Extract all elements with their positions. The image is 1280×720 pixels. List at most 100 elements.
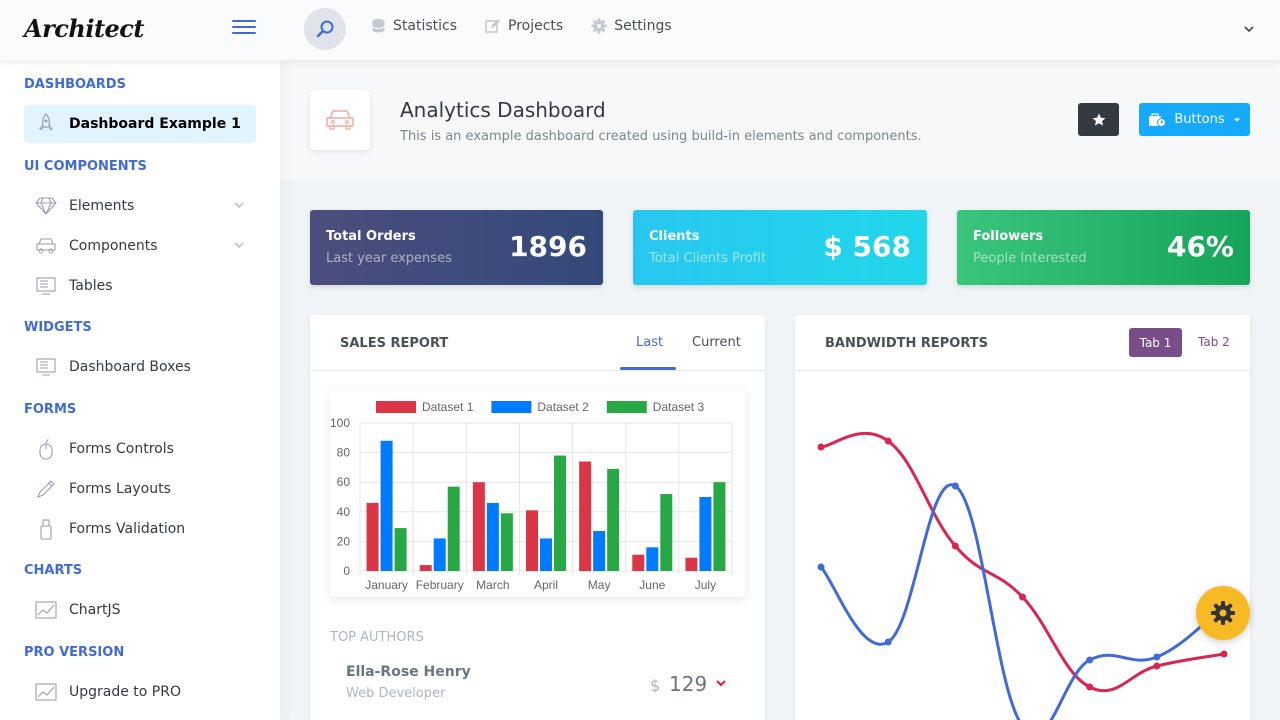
stat-subtitle: Last year expenses bbox=[326, 251, 452, 266]
nav-settings-label: Settings bbox=[614, 18, 672, 34]
chevron-down-icon[interactable] bbox=[1243, 24, 1255, 34]
stat-title: Clients bbox=[649, 229, 700, 244]
sidebar-heading-dashboards: DASHBOARDS bbox=[24, 77, 126, 92]
nav-statistics[interactable]: Statistics bbox=[370, 18, 457, 34]
x-tick-label: January bbox=[365, 578, 408, 592]
bar bbox=[447, 486, 460, 571]
sidebar-item-elements[interactable]: Elements bbox=[24, 187, 256, 225]
stat-value: 46% bbox=[1166, 230, 1234, 263]
sidebar-heading-pro-version: PRO VERSION bbox=[24, 645, 125, 660]
sidebar-item-forms-controls[interactable]: Forms Controls bbox=[24, 430, 256, 468]
bar bbox=[713, 482, 726, 571]
eyedropper-icon bbox=[35, 478, 57, 500]
mouse-icon bbox=[35, 438, 57, 460]
nav-projects[interactable]: Projects bbox=[485, 18, 563, 34]
y-tick-label: 20 bbox=[337, 534, 351, 548]
edit-icon bbox=[485, 18, 501, 34]
sidebar-item-tables[interactable]: Tables bbox=[24, 267, 256, 305]
sales-report-card: SALES REPORT Last Current Dataset 1 Datas… bbox=[310, 315, 765, 720]
x-tick-label: February bbox=[416, 578, 464, 592]
nav-statistics-label: Statistics bbox=[393, 18, 457, 34]
card-title: SALES REPORT bbox=[340, 336, 449, 351]
bar bbox=[540, 538, 552, 571]
sidebar-item-forms-layouts[interactable]: Forms Layouts bbox=[24, 470, 256, 508]
data-point bbox=[1086, 656, 1094, 664]
data-point bbox=[884, 638, 892, 646]
nav-settings[interactable]: Settings bbox=[591, 18, 672, 34]
data-point bbox=[1153, 653, 1161, 661]
sidebar: DASHBOARDS Dashboard Example 1 UI COMPON… bbox=[0, 60, 280, 720]
gear-icon bbox=[591, 18, 607, 34]
rocket-icon bbox=[35, 113, 57, 135]
stat-card-clients: Clients Total Clients Profit $ 568 bbox=[633, 210, 927, 285]
tab-2[interactable]: Tab 2 bbox=[1198, 335, 1230, 349]
sidebar-item-label: Dashboard Boxes bbox=[69, 359, 191, 375]
y-tick-label: 80 bbox=[337, 446, 351, 460]
sidebar-heading-charts: CHARTS bbox=[24, 563, 83, 578]
bar bbox=[660, 494, 673, 571]
sidebar-item-label: Forms Validation bbox=[69, 521, 186, 537]
business-time-icon bbox=[1149, 112, 1167, 127]
buttons-dropdown-button[interactable]: Buttons bbox=[1139, 103, 1250, 136]
sidebar-item-label: Forms Layouts bbox=[69, 481, 171, 497]
nav-projects-label: Projects bbox=[508, 18, 564, 34]
active-tab-indicator bbox=[620, 367, 676, 370]
angle-down-icon bbox=[716, 680, 726, 687]
sidebar-item-label: Forms Controls bbox=[69, 441, 174, 457]
stat-subtitle: People Interested bbox=[973, 251, 1087, 266]
sidebar-heading-widgets: WIDGETS bbox=[24, 320, 92, 335]
bar bbox=[433, 538, 446, 571]
bar bbox=[394, 528, 407, 571]
sidebar-item-dashboard-boxes[interactable]: Dashboard Boxes bbox=[24, 348, 256, 386]
bar bbox=[380, 440, 393, 571]
car-icon bbox=[310, 90, 370, 150]
legend-label: Dataset 1 bbox=[422, 400, 474, 414]
buttons-label: Buttons bbox=[1174, 112, 1225, 127]
x-tick-label: June bbox=[639, 578, 665, 592]
bar bbox=[699, 497, 712, 571]
sidebar-item-label: ChartJS bbox=[69, 602, 121, 618]
bar bbox=[472, 482, 485, 571]
page-title-bar: Analytics Dashboard This is an example d… bbox=[280, 60, 1280, 180]
star-button[interactable] bbox=[1078, 103, 1119, 136]
stat-value: $ 568 bbox=[823, 230, 911, 263]
bar bbox=[366, 502, 379, 571]
sales-chart-box: Dataset 1 Dataset 2 Dataset 3 0 20 40 60 80 100 J… bbox=[330, 391, 745, 597]
tab-1[interactable]: Tab 1 bbox=[1129, 328, 1182, 357]
sidebar-item-forms-validation[interactable]: Forms Validation bbox=[24, 510, 256, 548]
hamburger-menu-icon[interactable] bbox=[232, 20, 256, 36]
sidebar-item-label: Upgrade to PRO bbox=[69, 684, 181, 700]
bar bbox=[554, 455, 566, 571]
chevron-down-icon[interactable] bbox=[234, 201, 244, 209]
settings-fab-button[interactable] bbox=[1196, 586, 1250, 640]
sidebar-heading-ui-components: UI COMPONENTS bbox=[24, 159, 147, 174]
sidebar-item-components[interactable]: Components bbox=[24, 227, 256, 265]
chevron-down-icon[interactable] bbox=[234, 241, 244, 249]
top-authors-label: TOP AUTHORS bbox=[330, 630, 424, 645]
bar bbox=[685, 557, 698, 571]
diamond-icon bbox=[35, 195, 57, 217]
data-point bbox=[1086, 683, 1094, 691]
stat-card-followers: Followers People Interested 46% bbox=[957, 210, 1250, 285]
tab-last[interactable]: Last bbox=[636, 335, 664, 350]
search-icon bbox=[316, 20, 334, 38]
sidebar-item-chartjs[interactable]: ChartJS bbox=[24, 591, 256, 629]
sidebar-item-upgrade-to-pro[interactable]: Upgrade to PRO bbox=[24, 673, 256, 711]
x-tick-label: April bbox=[534, 578, 558, 592]
search-button[interactable] bbox=[304, 8, 346, 50]
display-icon bbox=[35, 275, 57, 297]
bar bbox=[486, 502, 499, 571]
sidebar-item-label: Dashboard Example 1 bbox=[69, 116, 241, 132]
tab-current[interactable]: Current bbox=[692, 335, 741, 350]
bar bbox=[419, 565, 432, 571]
data-point bbox=[1019, 593, 1026, 601]
bandwidth-reports-card: BANDWIDTH REPORTS Tab 1 Tab 2 bbox=[795, 315, 1250, 720]
sidebar-item-dashboard-example-1[interactable]: Dashboard Example 1 bbox=[24, 105, 256, 143]
sales-bar-chart: Dataset 1 Dataset 2 Dataset 3 0 20 40 60 80 100 J… bbox=[330, 400, 733, 592]
series-line bbox=[819, 483, 1225, 720]
bar bbox=[526, 510, 538, 571]
graph-icon bbox=[35, 599, 57, 621]
app-logo[interactable]: Architect bbox=[24, 14, 145, 43]
sidebar-item-label: Elements bbox=[69, 198, 135, 214]
author-role: Web Developer bbox=[346, 686, 446, 701]
